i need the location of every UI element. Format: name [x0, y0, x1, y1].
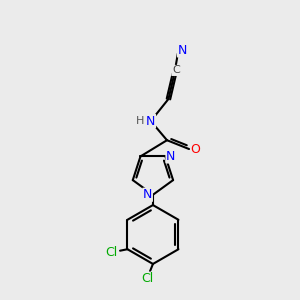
Text: C: C [172, 65, 180, 75]
Text: N: N [143, 188, 152, 201]
Text: N: N [178, 44, 187, 57]
Text: O: O [190, 142, 200, 155]
Text: H: H [135, 116, 144, 126]
Text: N: N [146, 115, 155, 128]
Text: N: N [166, 150, 175, 163]
Text: Cl: Cl [141, 272, 153, 285]
Text: Cl: Cl [105, 246, 117, 259]
